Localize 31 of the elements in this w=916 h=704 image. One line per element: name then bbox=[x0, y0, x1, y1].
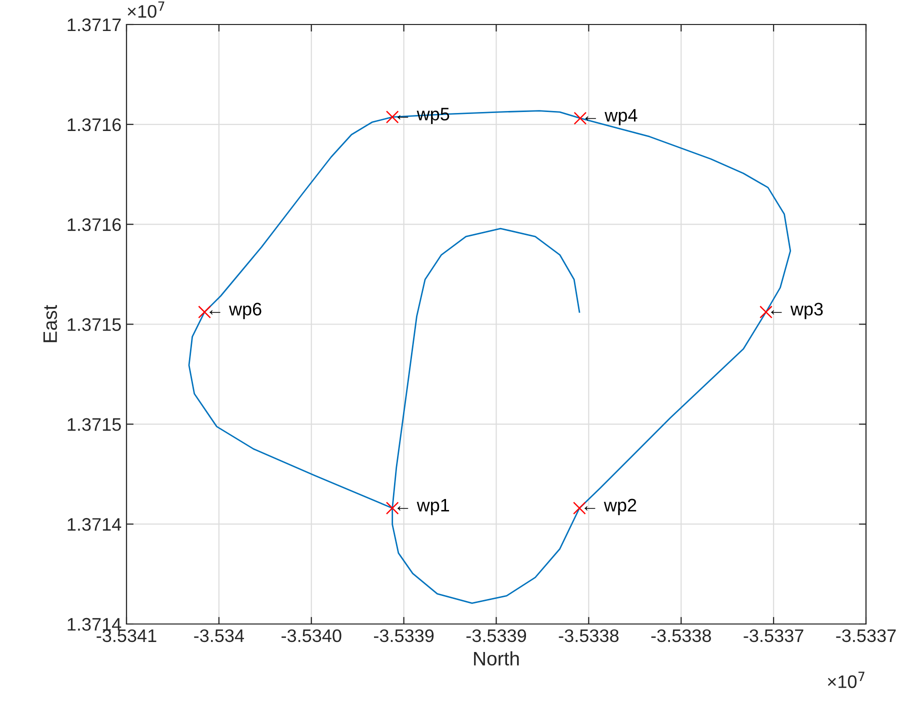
annotation: ← wp4 bbox=[585, 109, 638, 126]
x-tick-label: -3.5337 bbox=[836, 629, 896, 642]
x-tick-label: -3.5341 bbox=[96, 629, 156, 642]
point bbox=[760, 306, 772, 318]
y-axis-title: East bbox=[43, 304, 58, 342]
text: ×10$^{7}$ bbox=[128, 2, 164, 18]
x-axis-title: North bbox=[474, 651, 519, 666]
annotation: ← wp2 bbox=[584, 498, 636, 516]
x-tick-label: -3.5339 bbox=[374, 629, 434, 642]
x-tick-label: -3.5338 bbox=[558, 629, 619, 642]
annotation: ← wp3 bbox=[771, 302, 823, 320]
annotation: ← wp6 bbox=[210, 302, 262, 320]
text: ×10$^{7}$ bbox=[828, 672, 864, 688]
x-tick-label: -3.5338 bbox=[651, 629, 711, 642]
point bbox=[573, 502, 586, 515]
point bbox=[386, 502, 399, 515]
point bbox=[574, 112, 587, 125]
x-tick-label: -3.534 bbox=[194, 629, 244, 642]
y-tick-label: 1.3715 bbox=[68, 418, 121, 431]
x-tick-label: -3.5340 bbox=[282, 629, 342, 642]
y-tick-label: 1.3714 bbox=[68, 518, 122, 531]
x-tick-label: -3.5339 bbox=[466, 629, 526, 642]
y-tick-label: 1.3716 bbox=[68, 118, 121, 132]
point bbox=[198, 306, 211, 318]
y-tick-label: 1.3714 bbox=[68, 618, 122, 631]
y-tick-label: 1.3715 bbox=[68, 318, 121, 331]
x-tick-label: -3.5337 bbox=[744, 629, 804, 642]
point bbox=[386, 110, 399, 124]
y-tick-label: 1.3717 bbox=[68, 18, 121, 32]
y-tick-label: 1.3716 bbox=[68, 218, 121, 232]
annotation: ← wp1 bbox=[397, 498, 450, 516]
